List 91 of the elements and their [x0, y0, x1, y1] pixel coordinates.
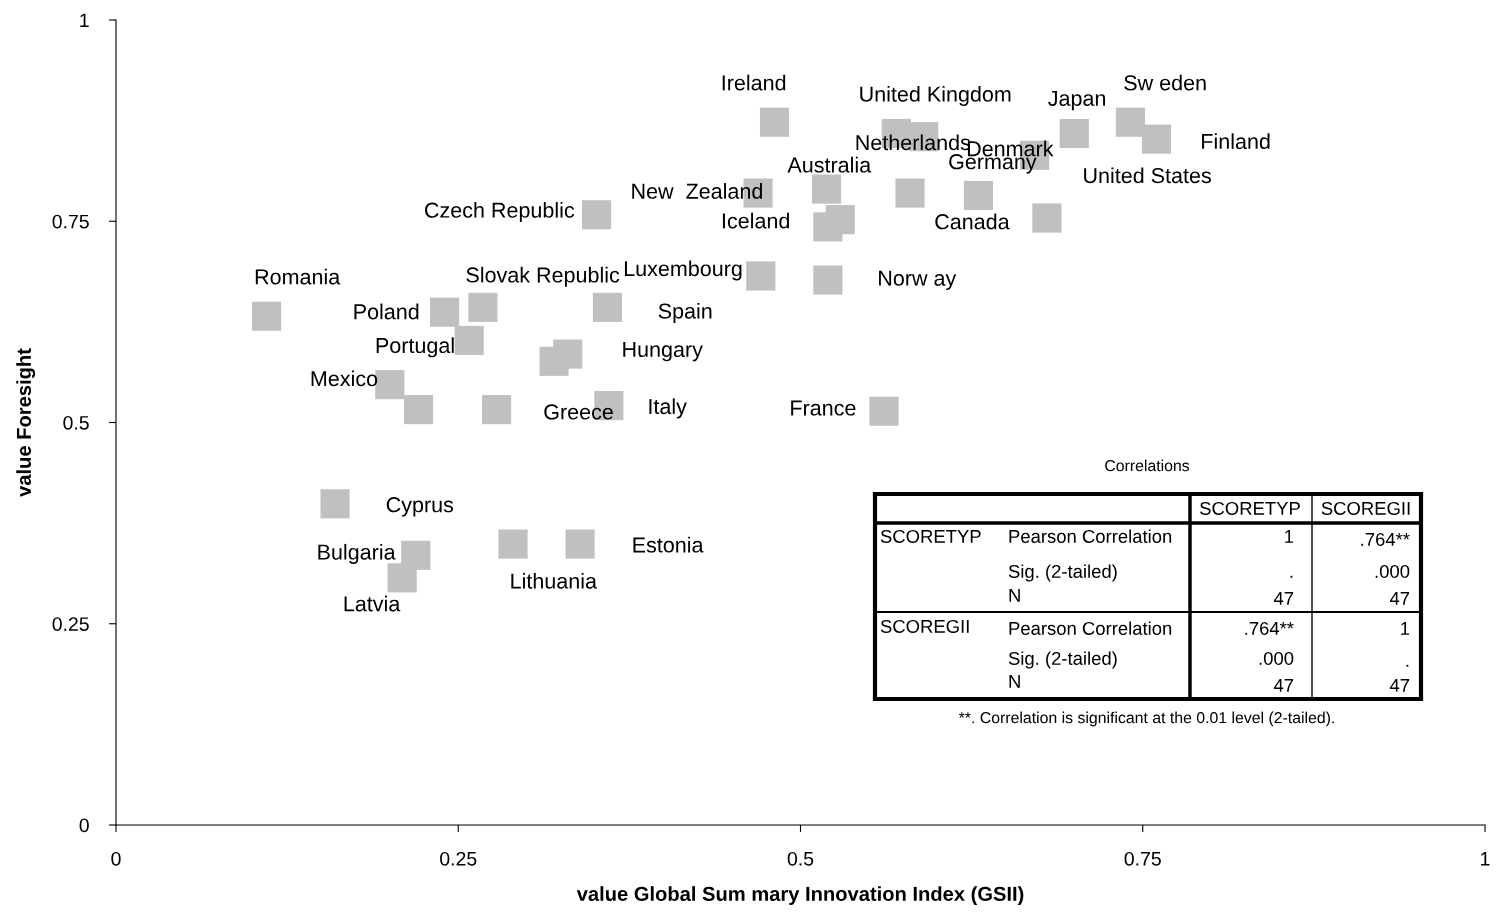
point: [565, 529, 595, 559]
y-tick-label: 1: [80, 13, 89, 28]
annotation: Netherlands: [856, 134, 971, 151]
point: [429, 297, 460, 327]
point: [482, 395, 512, 425]
annotation: 1: [1285, 530, 1294, 543]
x-tick-label: 0.75: [1124, 851, 1161, 866]
point: [468, 292, 498, 322]
x-tick-label: 1: [1481, 852, 1490, 866]
annotation: 47: [1273, 592, 1294, 605]
annotation: Pearson Correlation: [1009, 621, 1172, 635]
annotation: .000: [1375, 564, 1410, 578]
x-tick-label: 0: [111, 851, 121, 866]
annotation: Bulgaria: [318, 543, 396, 564]
annotation: Poland: [354, 303, 419, 320]
point: [963, 180, 994, 211]
point: [375, 370, 405, 400]
annotation: Iceland: [722, 212, 789, 229]
annotation: 1: [1401, 622, 1410, 635]
annotation: .: [1406, 664, 1409, 667]
annotation: Finland: [1202, 133, 1270, 150]
annotation: Sig. (2-tailed): [1008, 651, 1117, 669]
y-axis-title: value Foresight: [16, 348, 36, 497]
y-tick-label: 0: [79, 818, 89, 833]
point: [252, 301, 282, 331]
annotation: Canada: [935, 213, 1010, 230]
annotation: Pearson Correlation: [1009, 529, 1172, 543]
point: [869, 396, 899, 426]
y-tick-label: 0.25: [52, 617, 89, 631]
point: [498, 529, 528, 559]
annotation: Greece: [544, 404, 613, 420]
annotation: Cyprus: [386, 497, 454, 517]
annotation: N: [1009, 675, 1020, 688]
x-axis-title: value Global Sum mary Innovation Index (GSII): [576, 886, 1024, 905]
y-tick-label: 0.5: [63, 415, 89, 430]
annotation: Norw ay: [879, 270, 957, 291]
annotation: Slovak Republic: [466, 266, 620, 287]
annotation: Lithuania: [511, 572, 597, 589]
point: [1115, 107, 1145, 137]
point: [454, 325, 484, 355]
point: [320, 489, 350, 519]
point: [1059, 118, 1089, 149]
point: [387, 563, 417, 593]
annotation: SCORETYP: [880, 529, 981, 543]
annotation: Portugal: [376, 337, 454, 358]
annotation: .: [1290, 575, 1293, 578]
annotation: Correlations: [1105, 459, 1190, 472]
annotation: New Zealand: [632, 183, 762, 199]
point: [813, 265, 843, 295]
annotation: N: [1009, 589, 1020, 602]
annotation: Sig. (2-tailed): [1008, 564, 1117, 582]
annotation: Italy: [649, 398, 687, 419]
annotation: 47: [1273, 679, 1294, 692]
annotation: Sw eden: [1124, 74, 1206, 91]
point: [403, 395, 434, 425]
annotation: Luxembourg: [624, 260, 742, 281]
point: [539, 346, 569, 376]
x-tick-label: 0.5: [787, 851, 814, 866]
annotation: .764**: [1361, 532, 1410, 546]
point: [825, 205, 855, 235]
annotation: .000: [1259, 651, 1294, 665]
annotation: **. Correlation is significant at the 0.01 level (2-tailed).: [958, 711, 1334, 727]
annotation: 47: [1389, 592, 1410, 605]
annotation: France: [791, 400, 856, 416]
annotation: .764**: [1245, 621, 1294, 635]
annotation: Ireland: [722, 74, 786, 91]
annotation: United Kingdom: [860, 85, 1011, 107]
annotation: Japan: [1048, 90, 1106, 111]
point: [895, 178, 925, 208]
annotation: Australia: [787, 156, 872, 173]
point: [1141, 124, 1172, 154]
annotation: Spain: [658, 302, 712, 323]
annotation: SCORETYP: [1200, 501, 1300, 515]
point: [811, 174, 842, 204]
point: [746, 261, 776, 291]
annotation: Latvia: [344, 595, 401, 612]
point: [1032, 203, 1062, 233]
x-tick-label: 0.25: [440, 851, 477, 866]
annotation: 47: [1389, 679, 1410, 692]
annotation: SCOREGII: [1321, 501, 1410, 515]
annotation: Czech Republic: [425, 202, 575, 223]
annotation: United States: [1084, 167, 1211, 184]
annotation: Estonia: [633, 536, 704, 553]
annotation: Romania: [255, 268, 341, 285]
annotation: SCOREGII: [880, 619, 969, 633]
y-tick-label: 0.75: [52, 214, 89, 229]
point: [592, 292, 623, 322]
annotation: Hungary: [623, 342, 703, 362]
point: [581, 200, 612, 230]
annotation: Mexico: [311, 370, 378, 387]
point: [759, 107, 790, 137]
